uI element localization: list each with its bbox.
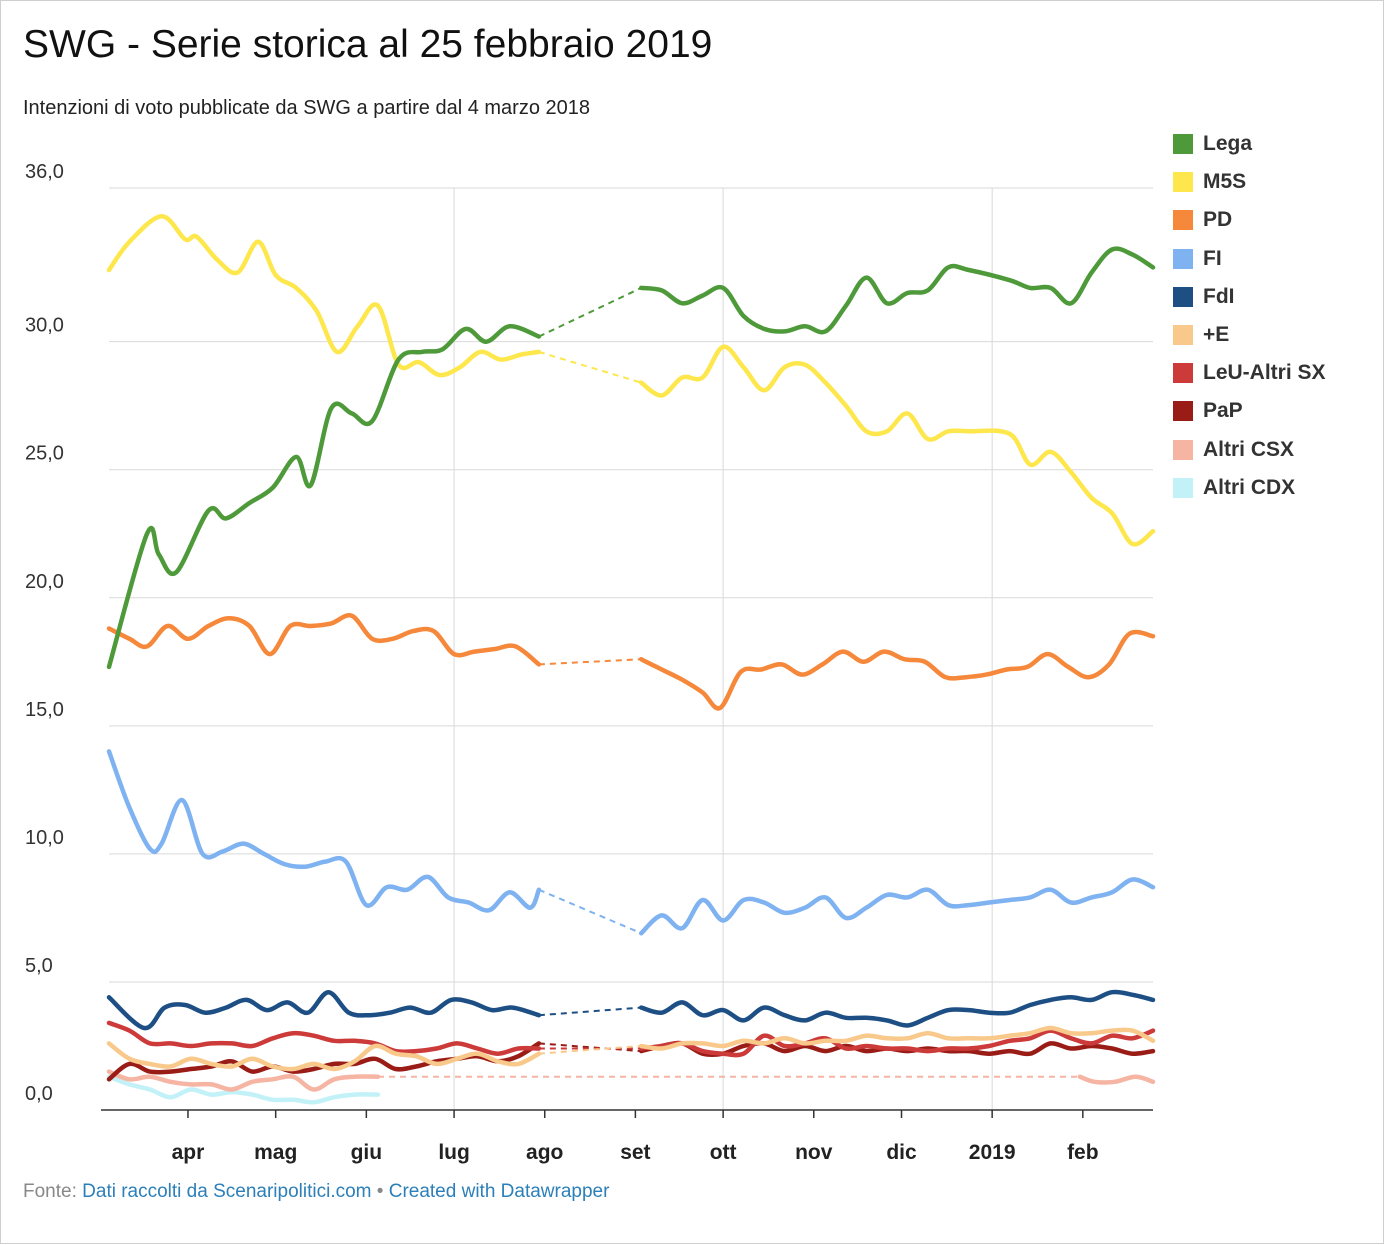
legend-label: +E bbox=[1203, 323, 1230, 347]
series-line-fdi bbox=[106, 989, 542, 1031]
series-line-e bbox=[638, 1025, 1156, 1051]
legend-swatch bbox=[1173, 172, 1193, 193]
series-line-e bbox=[106, 1041, 542, 1072]
legend-swatch bbox=[1173, 248, 1193, 269]
footer-separator: • bbox=[371, 1181, 389, 1202]
series-line-leu-altri-sx bbox=[106, 1020, 542, 1056]
series-line-lega bbox=[638, 246, 1156, 335]
legend-swatch bbox=[1173, 210, 1193, 231]
gap-connector-fdi bbox=[538, 1006, 642, 1017]
legend-label: FI bbox=[1203, 246, 1222, 270]
series-lines bbox=[106, 213, 1156, 1105]
legend: Lega M5S PD FI FdI +E LeU-Altri SX PaP Altri CSX… bbox=[1173, 125, 1326, 507]
y-tick-label: 36,0 bbox=[25, 161, 64, 183]
x-tick-label: giu bbox=[351, 1141, 383, 1164]
x-tick-label: ago bbox=[526, 1141, 563, 1164]
datawrapper-link[interactable]: Created with Datawrapper bbox=[388, 1181, 610, 1202]
series-line-m5s bbox=[638, 344, 1156, 547]
gap-connector-e bbox=[538, 1044, 642, 1055]
legend-label: FdI bbox=[1203, 284, 1235, 308]
footer: Fonte: Dati raccolti da Scenaripolitici.… bbox=[23, 1181, 609, 1203]
y-tick-label: 25,0 bbox=[25, 443, 64, 465]
legend-item-pd: PD bbox=[1173, 201, 1326, 239]
y-tick-label: 5,0 bbox=[25, 955, 53, 977]
legend-item-lega: Lega bbox=[1173, 125, 1326, 163]
y-tick-label: 10,0 bbox=[25, 827, 64, 849]
legend-label: M5S bbox=[1203, 170, 1247, 194]
legend-item-altri-cdx: Altri CDX bbox=[1173, 469, 1326, 507]
x-tick-label: set bbox=[620, 1141, 650, 1164]
series-line-fi bbox=[638, 877, 1156, 936]
gap-connector-lega bbox=[538, 286, 642, 338]
x-tick-label: ott bbox=[710, 1141, 737, 1164]
y-tick-label: 15,0 bbox=[25, 699, 64, 721]
x-tick-label: 2019 bbox=[969, 1141, 1016, 1164]
gap-connectors bbox=[378, 286, 1080, 1078]
legend-swatch bbox=[1173, 439, 1193, 460]
legend-item-pap: PaP bbox=[1173, 392, 1326, 430]
legend-item-m5s: M5S bbox=[1173, 163, 1326, 201]
y-tick-label: 0,0 bbox=[25, 1083, 53, 1105]
legend-label: Altri CSX bbox=[1203, 437, 1295, 461]
legend-swatch bbox=[1173, 134, 1193, 155]
gap-connector-fi bbox=[538, 888, 642, 935]
legend-item-fi: FI bbox=[1173, 240, 1326, 278]
y-tick-label: 30,0 bbox=[25, 315, 64, 337]
legend-label: PD bbox=[1203, 208, 1233, 232]
x-tick-label: mag bbox=[254, 1141, 297, 1164]
legend-swatch bbox=[1173, 363, 1193, 384]
legend-label: LeU-Altri SX bbox=[1203, 361, 1326, 385]
legend-item-altri-csx: Altri CSX bbox=[1173, 431, 1326, 469]
x-axis-ticks: apr mag giu lug ago set ott nov dic 2019 feb bbox=[172, 1110, 1099, 1164]
y-axis-ticks: 0,0 5,0 10,0 15,0 20,0 25,0 30,0 36,0 bbox=[25, 161, 64, 1105]
series-line-pd bbox=[106, 612, 542, 667]
legend-label: Lega bbox=[1203, 132, 1253, 156]
x-tick-label: lug bbox=[438, 1141, 470, 1164]
x-tick-label: apr bbox=[172, 1141, 205, 1164]
legend-item-fdi: FdI bbox=[1173, 278, 1326, 316]
x-tick-label: nov bbox=[795, 1141, 833, 1164]
legend-swatch bbox=[1173, 325, 1193, 346]
x-tick-label: dic bbox=[886, 1141, 917, 1164]
chart-title: SWG - Serie storica al 25 febbraio 2019 bbox=[23, 23, 713, 66]
gap-connector-pd bbox=[538, 658, 642, 666]
x-tick-label: feb bbox=[1067, 1141, 1099, 1164]
series-line-fdi bbox=[638, 989, 1156, 1028]
legend-label: Altri CDX bbox=[1203, 475, 1296, 499]
series-line-lega bbox=[106, 324, 542, 670]
legend-swatch bbox=[1173, 477, 1193, 498]
footer-prefix: Fonte: bbox=[23, 1181, 83, 1202]
gap-connector-pap bbox=[538, 1042, 642, 1053]
legend-label: PaP bbox=[1203, 399, 1243, 423]
series-line-pd bbox=[638, 629, 1156, 711]
series-line-altri-cdx bbox=[106, 1074, 381, 1105]
legend-swatch bbox=[1173, 401, 1193, 422]
y-tick-label: 20,0 bbox=[25, 571, 64, 593]
legend-item-leu-altri-sx: LeU-Altri SX bbox=[1173, 354, 1326, 392]
legend-swatch bbox=[1173, 286, 1193, 307]
gridlines bbox=[101, 187, 1153, 1111]
chart-subtitle: Intenzioni di voto pubblicate da SWG a p… bbox=[23, 97, 590, 119]
series-line-fi bbox=[106, 749, 542, 913]
series-line-m5s bbox=[106, 213, 542, 378]
series-line-altri-csx bbox=[106, 1069, 381, 1092]
series-line-altri-csx bbox=[1077, 1074, 1156, 1085]
source-link[interactable]: Dati raccolti da Scenaripolitici.com bbox=[82, 1181, 372, 1202]
series-line-leu-altri-sx bbox=[638, 1028, 1156, 1058]
legend-item-e: +E bbox=[1173, 316, 1326, 354]
gap-connector-m5s bbox=[538, 350, 642, 384]
